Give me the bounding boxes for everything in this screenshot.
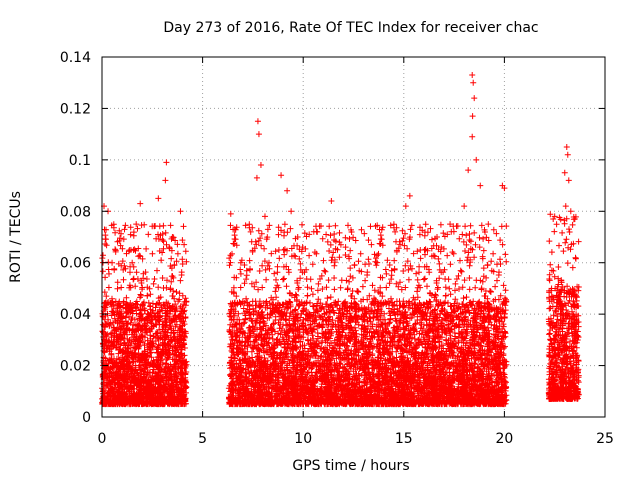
data-point [428, 236, 435, 243]
data-point [501, 185, 508, 192]
data-point [253, 174, 260, 181]
data-point [447, 221, 454, 228]
data-point [162, 177, 169, 184]
y-tick-label: 0.04 [60, 307, 91, 323]
data-point [473, 156, 480, 163]
data-points [99, 72, 582, 408]
data-point [485, 221, 492, 228]
x-tick-label: 25 [596, 431, 614, 447]
data-point [155, 195, 162, 202]
y-tick-label: 0.02 [60, 359, 91, 375]
y-tick-label: 0.06 [60, 256, 91, 272]
data-point [278, 172, 285, 179]
x-axis-label: GPS time / hours [292, 458, 409, 474]
data-point [336, 239, 343, 246]
data-point [469, 72, 476, 78]
data-point [288, 208, 295, 215]
data-point [563, 144, 570, 150]
data-point [470, 79, 477, 86]
data-point [571, 216, 578, 222]
data-point [177, 208, 184, 215]
data-point [328, 198, 335, 204]
data-point [254, 118, 261, 125]
plot-frame [101, 56, 606, 418]
data-point [257, 162, 264, 168]
y-tick-label: 0.14 [60, 50, 91, 66]
data-point [237, 259, 244, 266]
data-point [163, 159, 170, 166]
data-point [561, 169, 568, 176]
data-point [469, 133, 476, 140]
data-point [284, 187, 291, 194]
data-point [471, 95, 478, 102]
data-point [461, 203, 468, 210]
data-point [406, 192, 413, 199]
data-point [265, 259, 272, 266]
x-tick-label: 10 [294, 431, 312, 447]
data-point [567, 208, 574, 215]
data-point [129, 259, 136, 266]
data-point-cloud [99, 211, 582, 408]
y-axis-label: ROTI / TECUs [8, 191, 24, 283]
y-tick-label: 0.12 [60, 101, 91, 117]
data-point [551, 213, 558, 220]
x-tick-label: 5 [198, 431, 207, 447]
data-point [565, 177, 572, 184]
data-point [314, 228, 321, 235]
y-tick-label: 0.08 [60, 204, 91, 220]
data-point [109, 259, 116, 266]
data-point [231, 226, 238, 233]
data-point [477, 182, 484, 189]
data-point [255, 131, 262, 138]
x-tick-label: 15 [395, 431, 413, 447]
data-point [469, 113, 476, 120]
data-point [137, 200, 144, 207]
data-point [564, 151, 571, 158]
y-tick-label: 0.1 [69, 153, 91, 169]
data-point [465, 167, 472, 174]
x-tick-label: 20 [495, 431, 513, 447]
data-point [562, 203, 569, 210]
data-point [402, 203, 409, 210]
chart-title: Day 273 of 2016, Rate Of TEC Index for r… [163, 20, 538, 36]
x-tick-label: 0 [98, 431, 107, 447]
data-point [133, 221, 140, 228]
data-point [261, 213, 268, 220]
data-point [169, 234, 176, 240]
y-tick-label: 0 [82, 410, 91, 426]
data-point [227, 210, 234, 217]
data-point [342, 252, 349, 258]
axis-ticks: 0 5 10 15 20 25 0 0.02 0.04 0.06 0.08 0.1 0.12 0.14 [60, 50, 614, 447]
